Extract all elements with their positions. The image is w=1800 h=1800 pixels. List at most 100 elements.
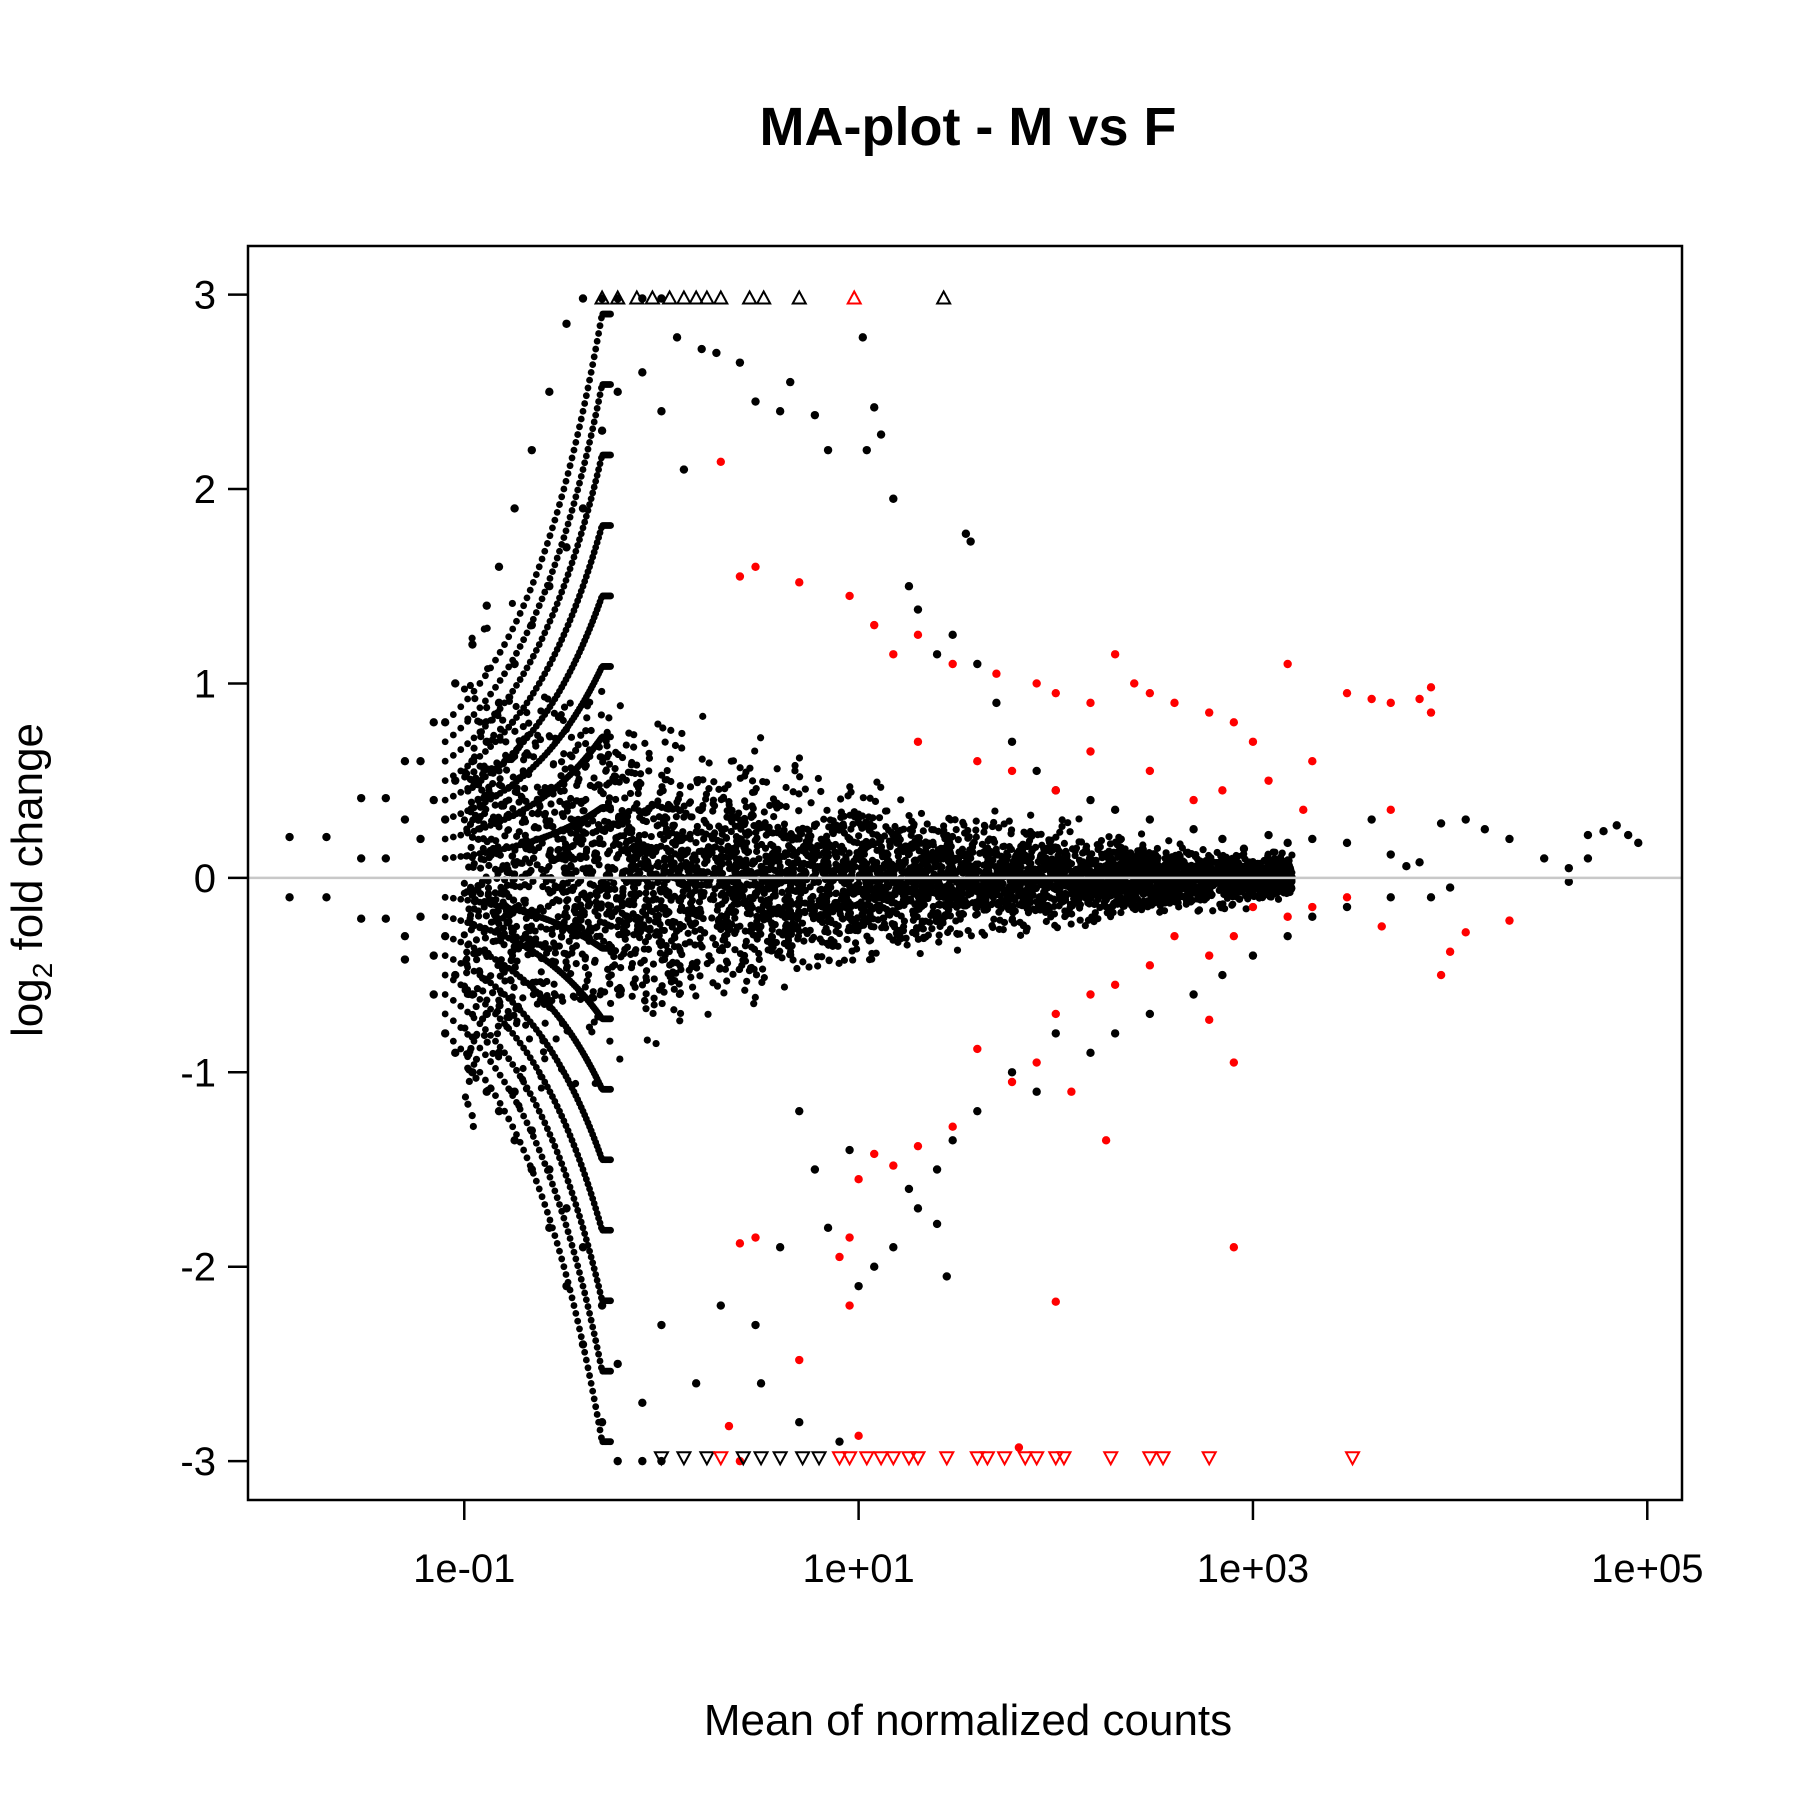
point bbox=[525, 1035, 534, 1043]
point bbox=[756, 734, 765, 742]
point bbox=[1018, 898, 1027, 906]
point bbox=[546, 889, 554, 897]
point bbox=[1105, 855, 1113, 863]
point bbox=[682, 809, 690, 817]
point bbox=[466, 681, 474, 690]
point bbox=[692, 828, 700, 836]
point bbox=[798, 919, 807, 927]
point bbox=[749, 857, 757, 865]
point bbox=[483, 1038, 491, 1046]
point bbox=[897, 796, 905, 804]
point bbox=[646, 867, 654, 876]
point bbox=[1194, 907, 1202, 915]
point bbox=[709, 934, 717, 942]
point bbox=[672, 969, 680, 977]
point bbox=[934, 846, 942, 854]
point bbox=[499, 716, 507, 724]
point bbox=[891, 822, 899, 831]
point bbox=[820, 815, 828, 823]
point bbox=[771, 866, 779, 875]
point bbox=[942, 900, 950, 909]
point bbox=[742, 803, 750, 811]
point bbox=[667, 861, 675, 869]
point bbox=[1056, 881, 1064, 890]
point bbox=[1209, 907, 1217, 915]
point bbox=[494, 1022, 503, 1030]
point bbox=[781, 926, 789, 934]
point bbox=[691, 941, 699, 949]
point bbox=[983, 885, 991, 894]
point bbox=[889, 907, 897, 915]
point bbox=[673, 959, 681, 967]
point bbox=[698, 881, 706, 889]
point bbox=[919, 925, 927, 933]
point bbox=[693, 779, 702, 787]
point bbox=[465, 1077, 473, 1085]
point bbox=[972, 904, 980, 912]
point bbox=[1274, 895, 1283, 903]
point bbox=[602, 767, 610, 775]
point bbox=[598, 687, 606, 696]
point bbox=[533, 783, 542, 791]
point bbox=[551, 943, 559, 951]
point bbox=[1042, 917, 1050, 926]
point bbox=[702, 819, 710, 827]
point bbox=[844, 792, 852, 800]
point bbox=[1195, 893, 1203, 901]
point bbox=[964, 834, 972, 842]
point bbox=[750, 1000, 758, 1008]
point bbox=[521, 881, 529, 889]
point bbox=[896, 826, 905, 834]
point bbox=[789, 788, 797, 796]
point bbox=[804, 852, 812, 860]
point bbox=[499, 914, 507, 922]
point bbox=[629, 835, 637, 843]
point bbox=[534, 808, 543, 816]
point bbox=[574, 741, 582, 749]
point bbox=[660, 856, 669, 865]
point bbox=[850, 813, 859, 821]
point bbox=[612, 895, 621, 903]
point bbox=[761, 914, 769, 922]
point bbox=[826, 816, 834, 824]
point bbox=[1084, 899, 1092, 907]
point bbox=[923, 820, 931, 828]
point bbox=[729, 970, 737, 978]
point bbox=[1123, 867, 1131, 875]
point bbox=[981, 869, 989, 877]
point bbox=[611, 764, 619, 773]
point bbox=[873, 778, 881, 786]
point bbox=[606, 999, 615, 1008]
point bbox=[618, 807, 626, 815]
point bbox=[711, 843, 720, 851]
point bbox=[866, 913, 875, 921]
point bbox=[638, 981, 647, 989]
point bbox=[579, 865, 587, 873]
point bbox=[909, 911, 918, 919]
point bbox=[611, 961, 619, 969]
point bbox=[505, 917, 513, 926]
point bbox=[583, 977, 591, 985]
point bbox=[1053, 924, 1061, 932]
point bbox=[767, 932, 776, 940]
point bbox=[555, 897, 563, 905]
point bbox=[991, 863, 999, 871]
point bbox=[727, 808, 736, 816]
point bbox=[964, 927, 972, 935]
point bbox=[1029, 891, 1037, 899]
point bbox=[955, 853, 963, 862]
point bbox=[678, 729, 686, 738]
point bbox=[580, 908, 588, 916]
point bbox=[1189, 880, 1197, 888]
point bbox=[643, 1036, 651, 1044]
point bbox=[628, 826, 636, 834]
point bbox=[917, 839, 925, 847]
point bbox=[980, 931, 989, 939]
point bbox=[541, 1055, 549, 1063]
point bbox=[1177, 892, 1186, 900]
point bbox=[770, 847, 779, 856]
point bbox=[548, 930, 556, 938]
point bbox=[1050, 896, 1059, 904]
point bbox=[969, 848, 977, 856]
point bbox=[519, 994, 527, 1002]
